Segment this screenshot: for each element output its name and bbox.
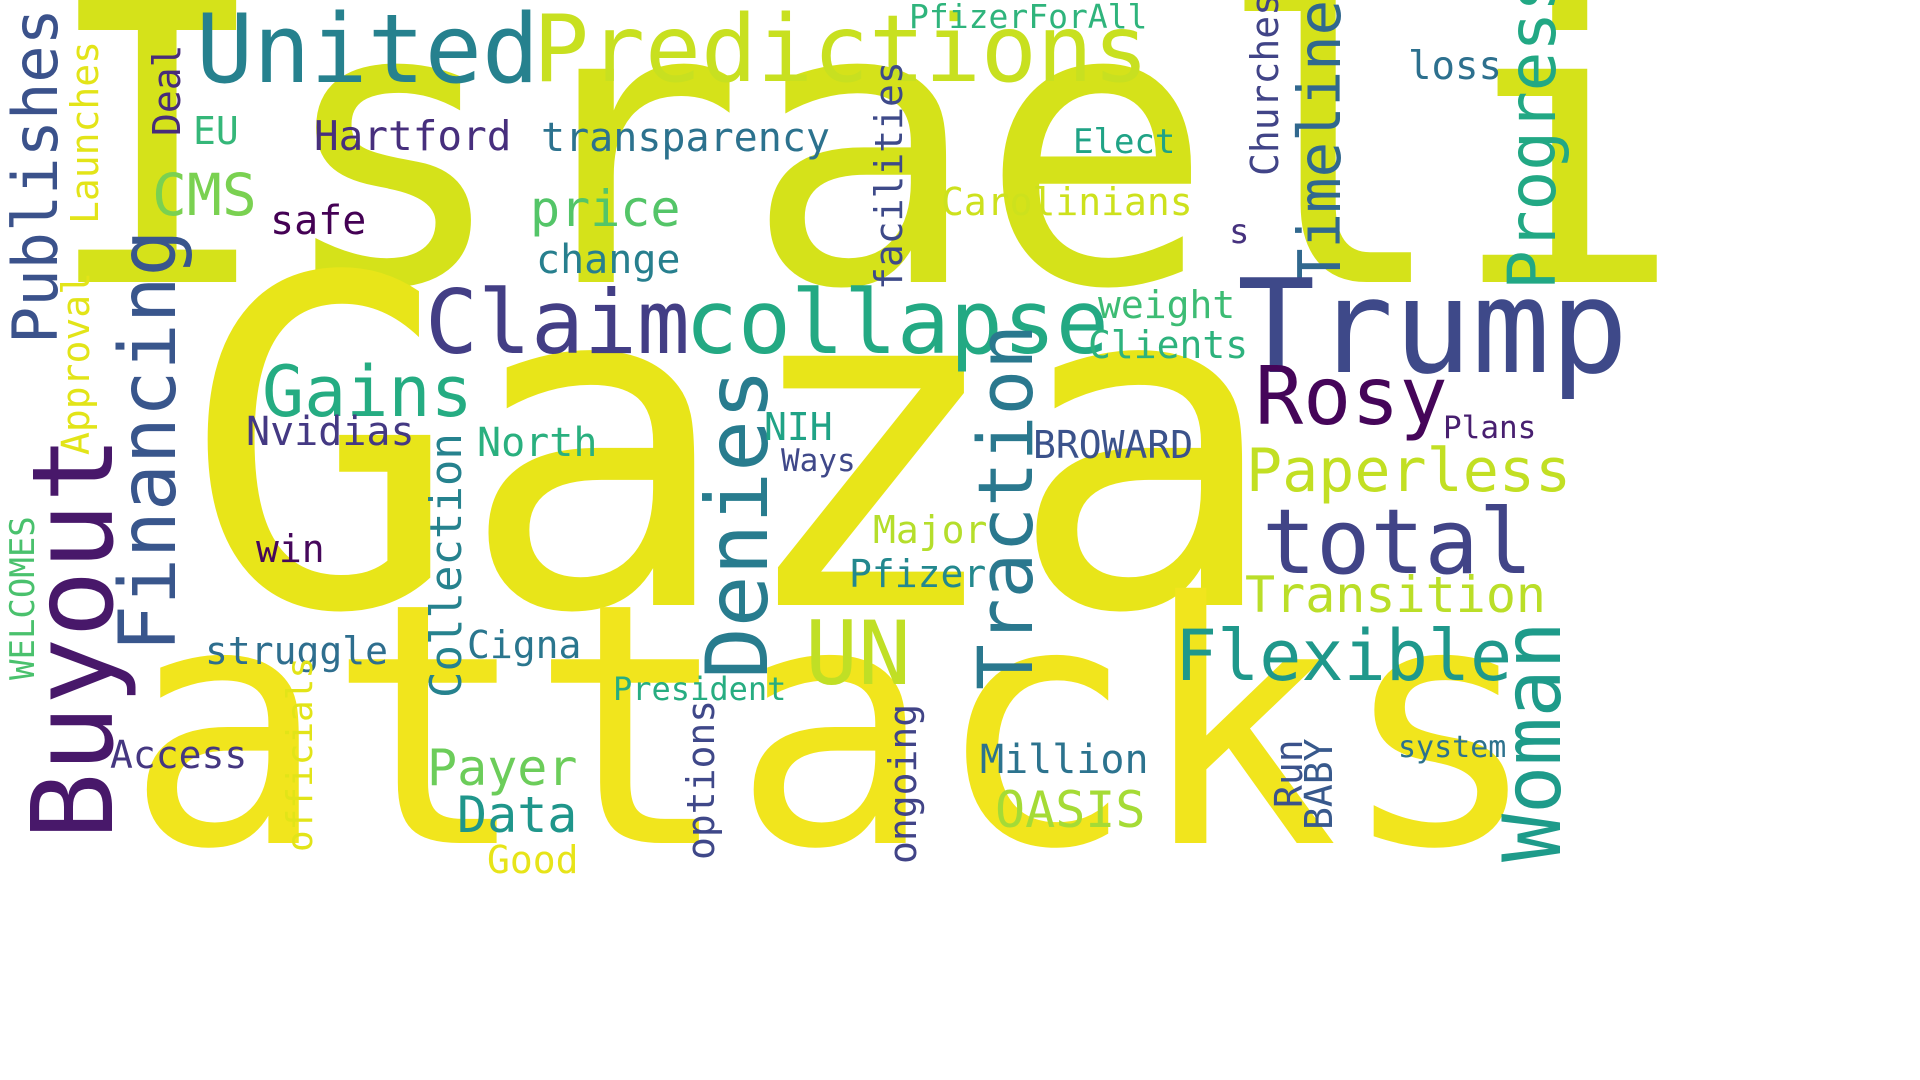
word-officials: officials xyxy=(280,656,321,852)
word-carolinians: Carolinians xyxy=(941,180,1193,224)
word-price: price xyxy=(530,180,681,238)
word-ongoing: ongoing xyxy=(881,703,925,864)
word-oasis: OASIS xyxy=(995,781,1146,839)
word-launches: Launches xyxy=(63,40,107,224)
word-pfizerforall: PfizerForAll xyxy=(909,0,1148,36)
word-hartford: Hartford xyxy=(314,112,512,160)
word-claim: Claim xyxy=(425,271,690,374)
word-total: total xyxy=(1262,490,1533,595)
word-struggle: struggle xyxy=(205,629,389,673)
word-un: UN xyxy=(805,602,911,705)
word-safe: safe xyxy=(270,198,367,244)
word-approval: Approval xyxy=(54,271,98,455)
word-president: President xyxy=(613,670,787,708)
word-options: options xyxy=(679,699,723,860)
word-cigna: Cigna xyxy=(467,623,582,667)
word-s: s xyxy=(1229,212,1250,252)
word-north: North xyxy=(477,420,598,466)
word-nvidias: Nvidias xyxy=(246,409,415,455)
word-eu: EU xyxy=(193,109,239,153)
word-loss: loss xyxy=(1408,44,1502,89)
word-facilities: facilities xyxy=(867,61,911,290)
word-rosy: Rosy xyxy=(1255,350,1448,443)
word-attacks: attacks xyxy=(125,532,1542,923)
word-payer: Payer xyxy=(427,739,578,797)
word-collection: Collection xyxy=(421,433,472,698)
word-plans: Plans xyxy=(1443,410,1537,446)
word-israeli: Israeli xyxy=(40,0,1684,374)
word-weight: weight xyxy=(1098,283,1236,327)
word-million: Million xyxy=(980,737,1149,783)
word-welcomes: WELCOMES xyxy=(3,516,43,680)
word-transition: Transition xyxy=(1245,566,1547,624)
word-clients: Clients xyxy=(1088,323,1249,367)
word-collapse: collapse xyxy=(685,271,1109,374)
word-ways: Ways xyxy=(781,443,856,479)
word-major: Major xyxy=(873,508,988,552)
word-paperless: Paperless xyxy=(1246,436,1572,506)
word-churches: Churches xyxy=(1243,0,1287,176)
word-transparency: transparency xyxy=(541,115,830,161)
word-timeline: Timeline xyxy=(1285,0,1354,284)
word-gaza: Gaza xyxy=(185,184,1281,713)
word-broward: BROWARD xyxy=(1033,423,1194,467)
word-elect: Elect xyxy=(1073,122,1176,162)
word-trump: Trump xyxy=(1237,251,1629,403)
word-access: Access xyxy=(110,733,248,777)
word-win: win xyxy=(256,527,325,571)
word-traction: Traction xyxy=(961,323,1050,690)
word-progress: Progress xyxy=(1494,0,1571,290)
word-united: United xyxy=(196,0,540,105)
word-predictions: Predictions xyxy=(533,0,1149,103)
word-change: change xyxy=(536,237,681,283)
word-pfizer: Pfizer xyxy=(849,552,987,596)
word-data: Data xyxy=(457,786,578,844)
word-good: Good xyxy=(487,838,579,882)
word-system: system xyxy=(1398,730,1507,765)
word-baby: BABY xyxy=(1297,738,1341,830)
word-cms: CMS xyxy=(152,161,257,229)
word-gains: Gains xyxy=(262,351,473,433)
word-deal: Deal xyxy=(145,44,189,136)
word-flexible: Flexible xyxy=(1175,615,1513,697)
word-nih: NIH xyxy=(764,405,833,449)
